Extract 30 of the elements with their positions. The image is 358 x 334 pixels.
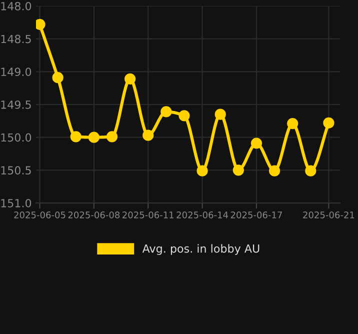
point (178, 110, 190, 122)
x-tick-label: 2025-06-05 (14, 211, 66, 218)
point (268, 165, 280, 176)
y-tick-label: 148.0 (1, 2, 32, 10)
point (287, 118, 298, 130)
x-tick-label: 2025-06-11 (122, 211, 174, 218)
y-tick-label: 150.0 (1, 133, 32, 142)
x-tick-label: 2025-06-21 (303, 211, 354, 218)
point (305, 165, 316, 176)
x-tick-label: 2025-06-17 (230, 211, 282, 218)
y-tick-label: 150.5 (1, 166, 31, 175)
legend-label: Avg. pos. in lobby AU (142, 244, 260, 255)
point (323, 117, 334, 128)
x-tick-label: 2025-06-08 (68, 211, 120, 218)
y-tick-label: 149.0 (1, 68, 32, 76)
point (250, 138, 262, 149)
point (52, 72, 64, 84)
point (214, 108, 226, 120)
y-tick-label: 151.0 (1, 198, 32, 208)
point (160, 106, 172, 118)
point (70, 131, 82, 142)
point (106, 131, 118, 142)
point (196, 165, 208, 176)
x-tick-label: 2025-06-14 (176, 211, 228, 218)
point (232, 164, 244, 176)
point (142, 130, 154, 141)
point (88, 132, 100, 143)
y-tick-label: 149.5 (1, 100, 31, 109)
point (124, 73, 136, 84)
y-tick-label: 148.5 (1, 34, 31, 44)
